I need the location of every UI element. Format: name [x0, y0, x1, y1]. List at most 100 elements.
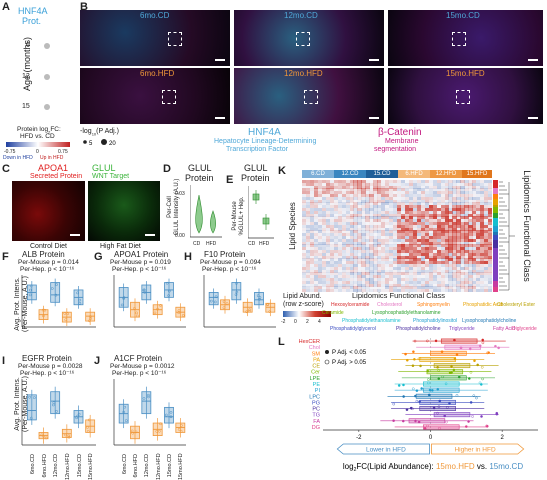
panelG-per-hep: Per-Hep. p < 10⁻¹⁶: [112, 266, 167, 273]
panelG-boxplot: [113, 275, 186, 328]
bcat-title: β-Catenin: [378, 127, 422, 138]
panelG-box-2: [141, 281, 152, 304]
panelF-title: ALB Protein: [22, 250, 65, 259]
class-legend-1: Cholesterol: [377, 302, 403, 308]
heatmap-colorbar: [283, 311, 331, 317]
heatmap-header-5: 15.HFD: [462, 170, 492, 178]
size-legend-title: -log10(P Adj.): [80, 128, 119, 137]
hfd-label: High Fat Diet: [100, 243, 141, 250]
l-box-13: [380, 418, 474, 424]
panelI-box-5: [85, 414, 96, 438]
l-box-1: [416, 344, 510, 351]
l-class-label-11: PC: [312, 407, 320, 413]
panelI-title: EGFR Protein: [22, 354, 72, 363]
heatmap-header-3: 6.HFD: [398, 170, 430, 178]
violin-cd: [195, 194, 203, 234]
hnf4a-title: HNF4A: [248, 127, 281, 138]
protein-ylabel-top-2: (Per-Mouse, A.U.): [22, 276, 29, 333]
size-legend-20: 20: [109, 141, 116, 147]
panelF-boxplot: [21, 275, 96, 328]
panelI-letter: I: [2, 355, 6, 367]
down-in-hfd: Down in HFD: [3, 155, 33, 161]
heatmap-cbar-tick-1: 0: [294, 319, 297, 325]
panelF-box-4: [73, 285, 84, 309]
protein-ylabel-bottom-2: (Per-Mouse, A.U.): [22, 376, 29, 433]
fc-colorbar: [6, 142, 70, 147]
panelH-per-mouse: Per-Mouse p = 0.094: [200, 259, 261, 266]
dot-15mo: [44, 104, 50, 110]
panel-d-title: GLUL: [188, 163, 212, 173]
legend-title-1: Protein log2FC:: [17, 126, 61, 135]
panelH-box-2: [231, 278, 242, 304]
panelJ-box-4: [164, 402, 174, 429]
l-class-label-6: LPE: [310, 376, 321, 382]
panel-d-violins: [190, 185, 222, 238]
cbar-tick-neg: -0.75: [4, 149, 16, 155]
panel-e-letter: E: [226, 174, 234, 186]
panelG-box-3: [152, 300, 163, 319]
panel-d-letter: D: [163, 163, 171, 175]
panelH-boxplot: [203, 275, 276, 328]
panel-d-ylabel-2: GLUL Intensity (A.U.): [174, 178, 180, 236]
class-legend-8: Phosphatidylinositol: [413, 318, 458, 324]
class-seg-4: [493, 204, 498, 208]
panelF-box-2: [50, 278, 61, 307]
panelG-box-4: [164, 278, 174, 302]
panelG-box-0: [118, 283, 129, 312]
higher-in-hfd: Higher in HFD: [454, 447, 495, 454]
panelH-letter: H: [184, 251, 192, 263]
age-tick-6: 6: [26, 42, 30, 49]
l-box-8: [394, 387, 488, 393]
panelI-boxplot: [21, 379, 96, 446]
panelJ-per-hep: Per-Hep. p < 10⁻¹⁶: [112, 370, 167, 377]
panelJ-xtick-2: 12mo.CD: [144, 454, 151, 478]
l-class-label-4: CE: [312, 364, 320, 370]
panelI-xtick-1: 6mo.HFD: [41, 454, 48, 478]
panel-e-xtick-cd: CD: [248, 241, 256, 247]
panelH-title: F10 Protein: [204, 250, 246, 259]
class-legend-0: Hexosylceramide: [331, 302, 370, 308]
class-legend-14: Diglyceride: [512, 326, 537, 332]
class-legend-5: Ceramide: [322, 310, 344, 316]
panel-a-title-2: Prot.: [22, 16, 42, 26]
bcat-desc-1: Membrane: [385, 138, 419, 145]
panelJ-xtick-0: 6mo.CD: [121, 454, 128, 475]
class-seg-1: [493, 188, 498, 194]
legend-title-2: HFD vs. CD: [20, 133, 55, 140]
micrograph-15mo-cd: 15mo.CD: [388, 10, 543, 66]
micrograph-high-fat-diet: [88, 181, 160, 241]
l-class-label-5: Cer: [311, 370, 320, 376]
micrograph-12mo-hfd: 12mo.HFD: [234, 68, 384, 124]
class-seg-0: [493, 180, 498, 189]
dot-6mo: [44, 43, 50, 49]
panelF-box-3: [61, 308, 72, 327]
panel-e-title: GLUL: [244, 163, 268, 173]
heatmap-cbar-title-2: (row z-score): [283, 301, 324, 308]
panelF-per-hep: Per-Hep. p < 10⁻¹⁶: [20, 266, 75, 273]
panelJ-xtick-4: 15mo.CD: [167, 454, 173, 478]
panel-d-xtick-hfd: HFD: [206, 241, 217, 247]
panelF-per-mouse: Per-Mouse p = 0.014: [18, 259, 79, 266]
class-seg-7: [493, 218, 498, 227]
l-xtick-2: 2: [500, 435, 504, 441]
panelJ-per-mouse: Per-Mouse p = 0.0012: [110, 363, 175, 370]
panelJ-box-0: [118, 399, 129, 429]
class-legend-3: Phosphatidic Acid: [463, 302, 503, 308]
hnf4a-desc-1: Hepatocyte Lineage-Determining: [214, 138, 317, 145]
panelG-title: APOA1 Protein: [114, 250, 169, 259]
panelJ-box-3: [152, 418, 163, 441]
panel-a-ylabel: Age (months): [22, 36, 32, 92]
panel-e-plot: [248, 186, 274, 239]
l-box-9: [387, 393, 481, 400]
heatmap-cbar-tick-3: 4: [318, 319, 321, 325]
class-legend-13: Fatty Acid: [493, 326, 515, 332]
class-legend-4: Cholesteryl Ester: [497, 302, 536, 308]
panelG-per-mouse: Per-Mouse p = 0.019: [110, 259, 171, 266]
micrograph-12mo-cd: 12mo.CD: [234, 10, 384, 66]
size-legend-5: 5: [89, 141, 93, 147]
panelF-box-5: [85, 308, 96, 326]
panelI-xtick-5: 15mo.HFD: [88, 453, 95, 480]
class-seg-12: [493, 248, 498, 282]
l-legend-ns: P Adj. > 0.05: [332, 360, 367, 366]
